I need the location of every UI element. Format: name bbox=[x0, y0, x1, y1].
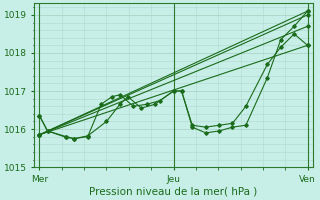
X-axis label: Pression niveau de la mer( hPa ): Pression niveau de la mer( hPa ) bbox=[89, 187, 258, 197]
